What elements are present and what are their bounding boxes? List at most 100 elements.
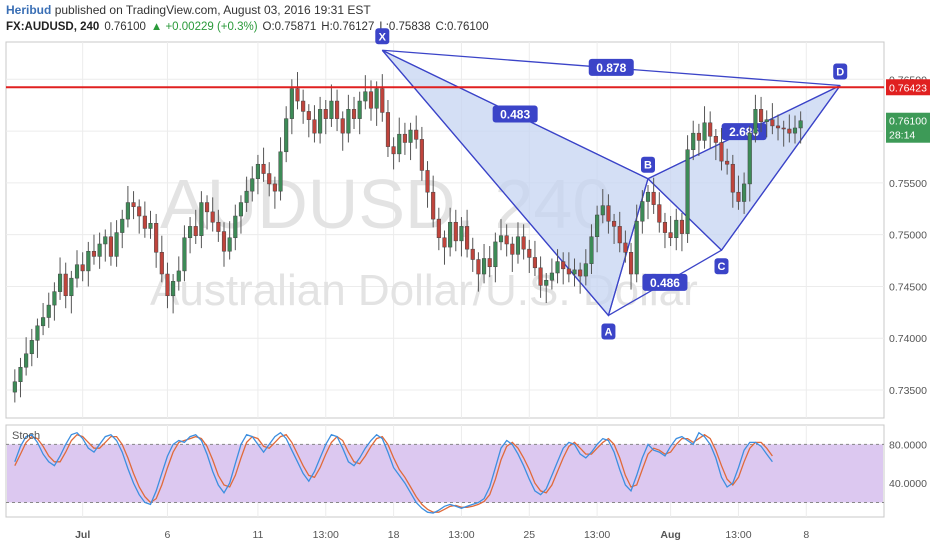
candle	[335, 89, 340, 132]
candle-body	[18, 366, 23, 382]
point-badge	[641, 156, 655, 173]
candle-body	[544, 279, 549, 286]
stoch-label: Stoch	[12, 430, 40, 442]
candle	[725, 148, 730, 175]
candle-body	[481, 258, 487, 275]
candle	[651, 177, 656, 214]
candle	[24, 337, 29, 376]
candle	[606, 194, 611, 234]
candle-body	[493, 241, 498, 268]
candle-body	[668, 232, 673, 239]
candle	[510, 236, 515, 272]
candle	[272, 176, 277, 209]
candle	[238, 195, 244, 234]
x-axis: Jul 6 11 13:00 18 13:00 25 13:00 Aug 13:00 8	[75, 529, 809, 541]
candle	[244, 176, 249, 212]
candle-body	[617, 226, 622, 244]
candle	[679, 212, 684, 252]
candle-body	[459, 226, 464, 242]
candle-body	[41, 317, 46, 327]
candle	[719, 127, 724, 171]
candle-body	[623, 242, 628, 253]
symbol-label[interactable]: FX:AUDUSD, 240	[6, 21, 100, 33]
candle	[470, 237, 475, 272]
candle	[504, 224, 509, 257]
candle	[566, 252, 571, 283]
candle	[131, 191, 136, 220]
candle-body	[402, 133, 407, 143]
candle-body	[227, 237, 232, 252]
candle	[267, 162, 272, 197]
candle	[685, 135, 690, 243]
candle	[640, 190, 645, 234]
point-badge	[833, 63, 848, 80]
candle	[318, 96, 323, 144]
candle-body	[35, 325, 40, 341]
candle	[193, 209, 198, 244]
candle	[340, 111, 345, 151]
candle	[696, 123, 701, 156]
candle-body	[46, 304, 51, 318]
y-tick-label: 0.74500	[889, 281, 927, 293]
ratio-label: 2.686	[729, 125, 759, 139]
candle	[662, 212, 668, 249]
candle-body	[431, 191, 436, 220]
candle-body	[57, 273, 63, 292]
candle-body	[171, 281, 176, 297]
author-link[interactable]: Heribud	[6, 3, 52, 17]
candle-body	[351, 109, 357, 119]
candle	[493, 232, 498, 283]
candle	[730, 154, 735, 208]
candle-body	[301, 100, 306, 112]
candle-body	[120, 218, 125, 233]
candle-body	[12, 381, 17, 393]
candle	[578, 262, 583, 294]
candle	[329, 84, 334, 127]
stoch-tick-label: 80.0000	[889, 439, 927, 451]
candle	[713, 129, 718, 161]
y-tick-label: 0.75500	[889, 178, 927, 190]
candle	[555, 249, 560, 284]
candle	[391, 137, 396, 170]
candle-body	[250, 178, 255, 192]
candle	[657, 192, 662, 233]
candle	[414, 115, 419, 149]
candle-body	[770, 119, 775, 127]
candle-body	[702, 122, 707, 141]
candle-body	[628, 252, 634, 275]
candle-body	[312, 119, 317, 134]
stoch-d-line	[14, 433, 773, 513]
candle	[385, 100, 391, 157]
candle	[165, 262, 170, 309]
pattern-line-cd	[720, 85, 841, 251]
candle-body	[759, 109, 764, 123]
candle	[97, 232, 102, 269]
candle-body	[74, 264, 80, 279]
candle-body	[103, 236, 108, 245]
candle-body	[725, 160, 730, 165]
candle	[628, 242, 634, 290]
candle-body	[267, 173, 272, 185]
candle	[781, 120, 786, 147]
candle-body	[651, 191, 656, 205]
candle-body	[363, 91, 368, 102]
last-price-label: 0.76100	[889, 116, 927, 128]
candle	[114, 220, 119, 267]
candle	[544, 272, 549, 304]
candle-body	[204, 202, 210, 213]
candle-body	[662, 221, 668, 233]
candle-body	[595, 214, 600, 237]
candle	[798, 111, 803, 144]
candle	[612, 213, 617, 244]
candle-body	[182, 237, 187, 272]
resistance-price-label: 0.76423	[889, 82, 927, 94]
candle	[52, 282, 57, 321]
ratio-badge	[588, 58, 634, 76]
candle-body	[504, 235, 509, 245]
candle-body	[29, 340, 34, 355]
candle	[425, 161, 430, 208]
candle	[645, 184, 651, 220]
candle-body	[374, 88, 379, 109]
ratio-label: 0.878	[596, 61, 626, 75]
